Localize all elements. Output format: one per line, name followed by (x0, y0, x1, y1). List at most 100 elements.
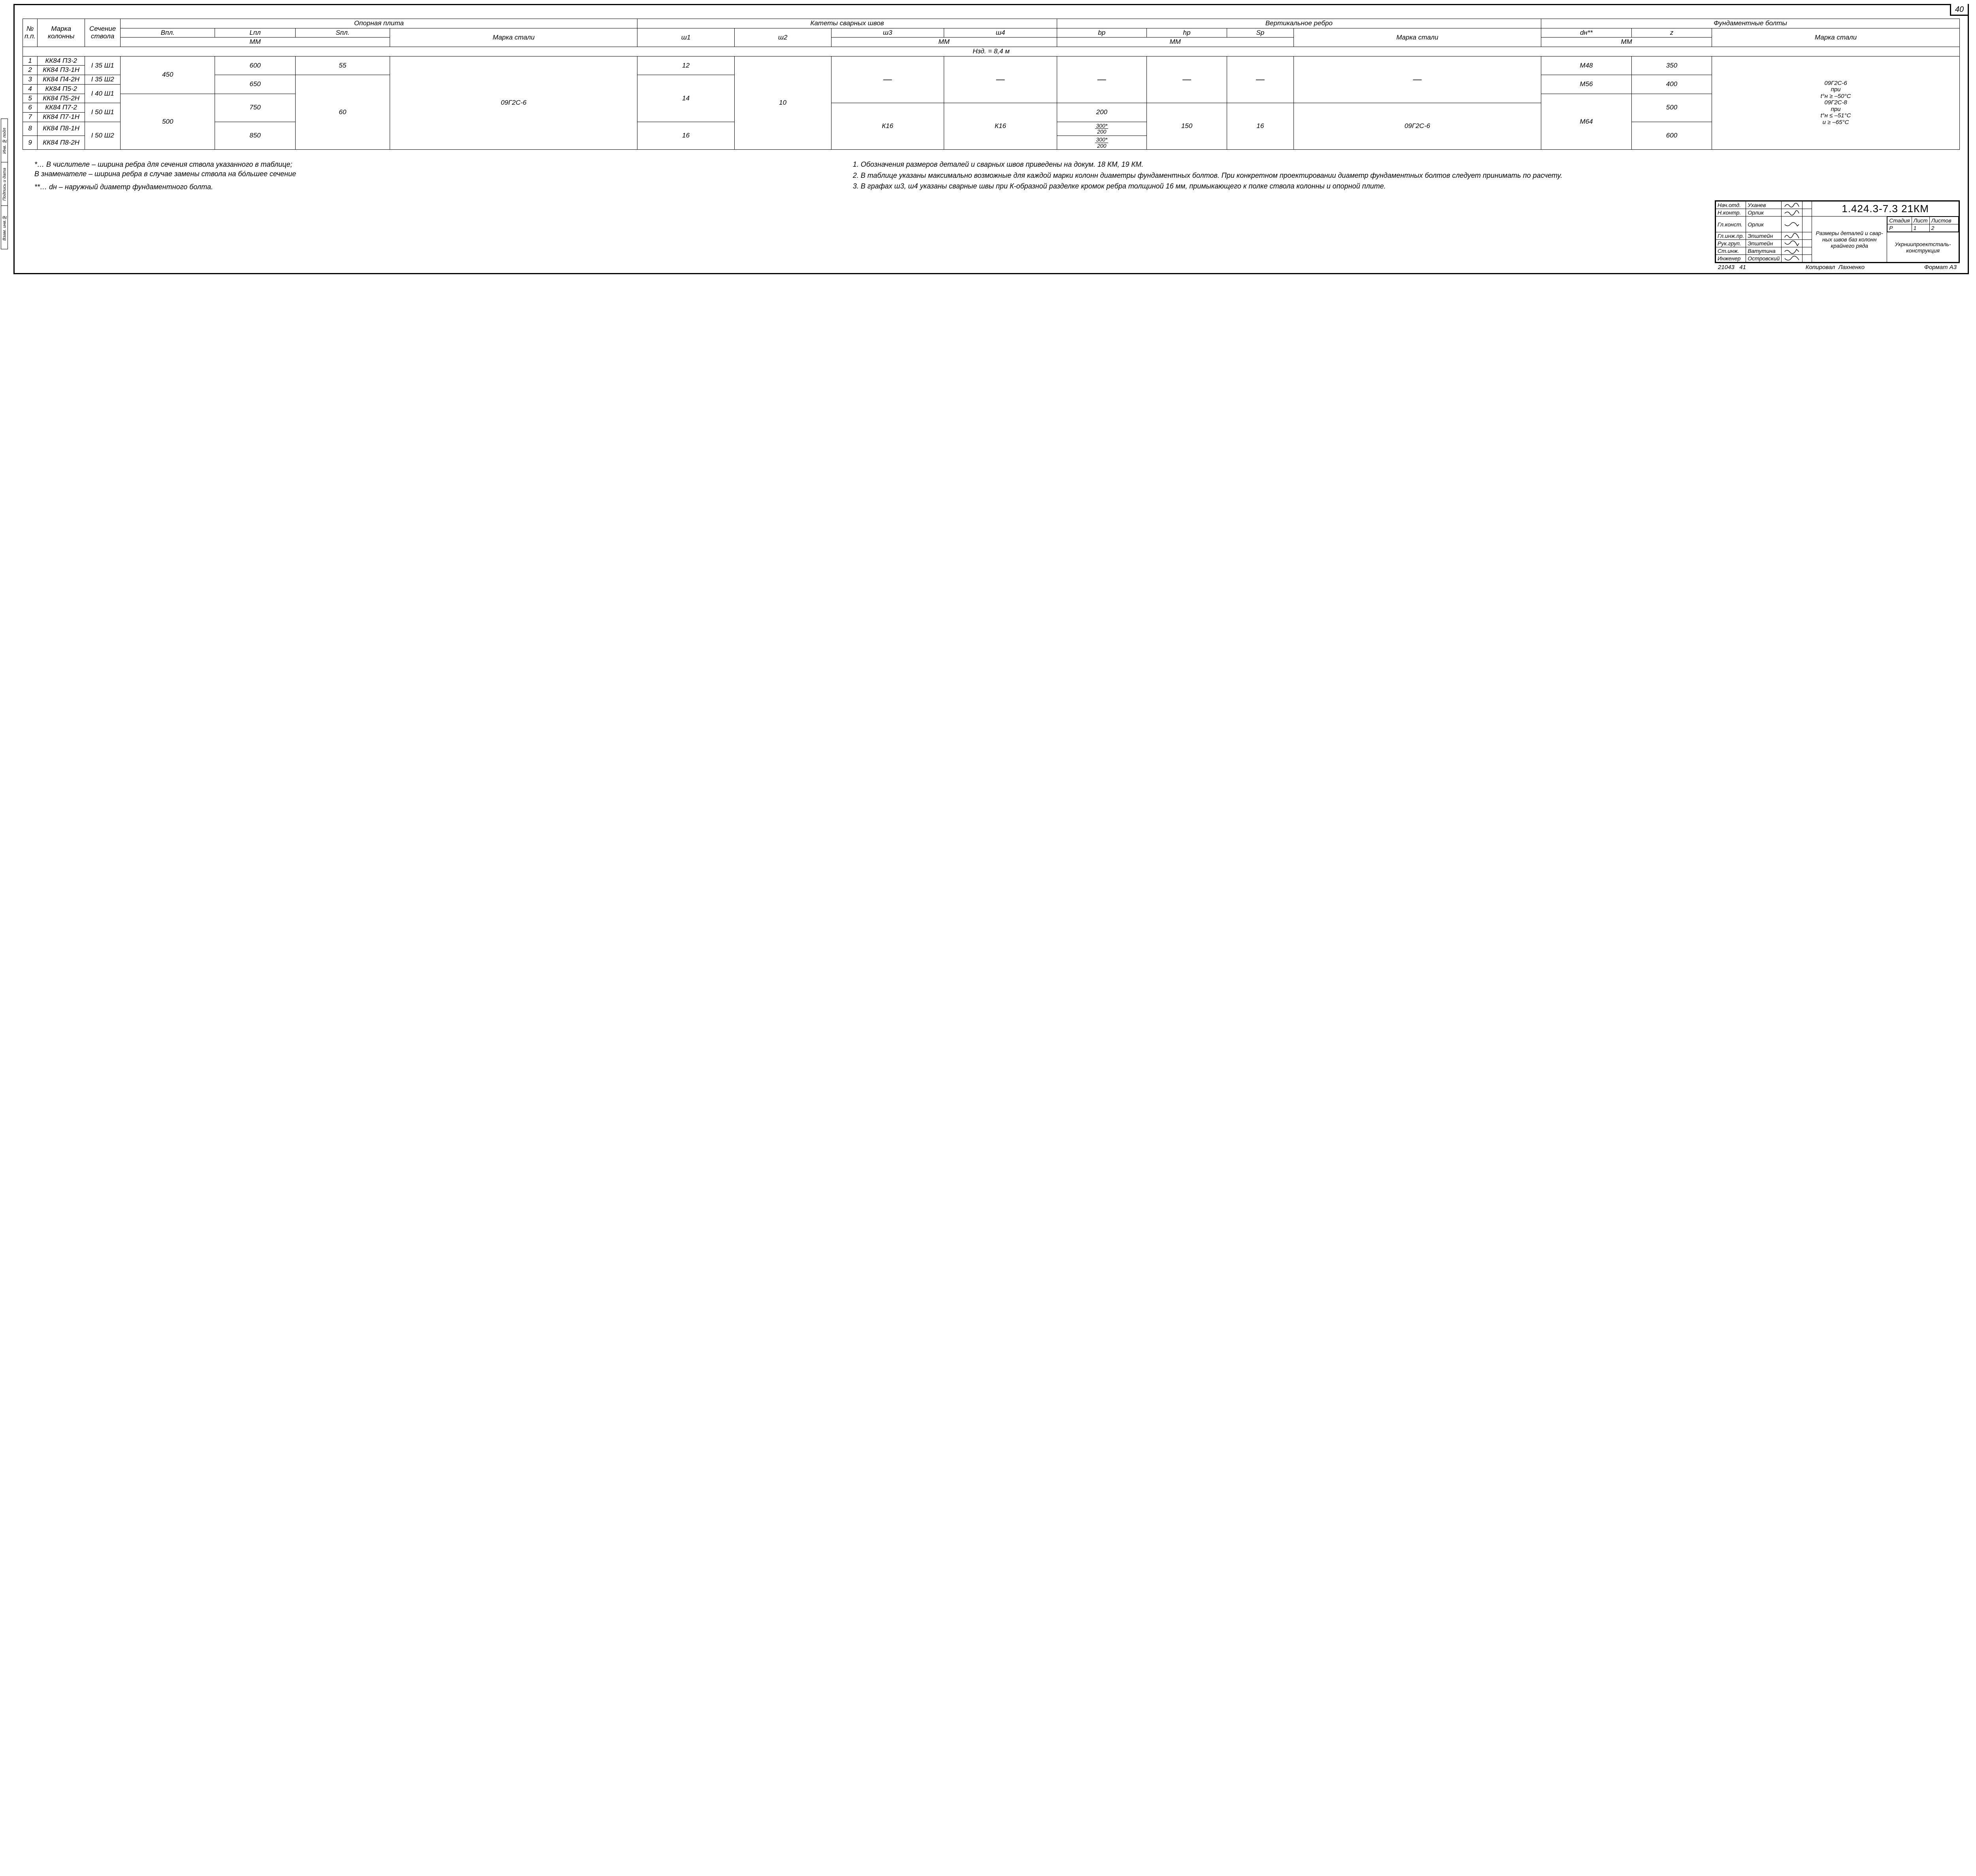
col-npp: № п.п. (23, 19, 38, 47)
tb-name: Ватутина (1746, 247, 1782, 255)
cell-dash: — (944, 56, 1057, 103)
cell-section: I 40 Ш1 (85, 84, 121, 103)
h-z: z (1631, 28, 1712, 38)
cell-dash: — (1293, 56, 1541, 103)
h-plate-steel: Марка стали (390, 28, 637, 47)
signature-icon (1782, 217, 1803, 232)
cell-dash: — (1227, 56, 1294, 103)
tb-listov: 2 (1929, 224, 1958, 232)
tb-format-lbl: Формат (1924, 264, 1948, 271)
tb-name: Орлик (1746, 209, 1782, 217)
tb-list: 1 (1912, 224, 1929, 232)
cell-Lpl: 850 (215, 122, 295, 150)
tb-arch2: 41 (1739, 264, 1746, 271)
note-item: В графах ш3, ш4 указаны сварные швы при … (861, 182, 1960, 191)
h-Lpl: Lпл (215, 28, 295, 38)
grp-plita: Опорная плита (121, 19, 637, 28)
cell-Spl: 60 (295, 75, 390, 150)
cell-Lpl: 600 (215, 56, 295, 75)
footnote-star: *… В числителе – ширина ребра для сечени… (34, 160, 836, 179)
cell-n: 9 (23, 136, 38, 149)
cell-n: 7 (23, 112, 38, 122)
cell-n: 4 (23, 84, 38, 94)
h-hp: hр (1146, 28, 1227, 38)
cell-z: 350 (1631, 56, 1712, 75)
cell-dn: М48 (1541, 56, 1632, 75)
h-mm3: ММ (1057, 38, 1293, 47)
cell-dn: М64 (1541, 94, 1632, 150)
tb-arch1: 21043 (1718, 264, 1735, 271)
tb-role: Н.контр. (1716, 209, 1746, 217)
cell-mark: КК84 П3-2 (38, 56, 85, 66)
signature-icon (1782, 255, 1803, 262)
cell-Spl: 55 (295, 56, 390, 75)
tb-org: Укрниипроектсталь- конструкция (1887, 232, 1959, 262)
cell-n: 5 (23, 94, 38, 103)
tb-date (1803, 202, 1812, 209)
cell-bp-frac: 300*200 (1057, 136, 1146, 149)
cell-rib-steel: 09Г2С-6 (1293, 103, 1541, 150)
cell-bp: 200 (1057, 103, 1146, 122)
cell-hp: 150 (1146, 103, 1227, 150)
cell-mark: КК84 П3-1Н (38, 66, 85, 75)
tb-list-h: Лист (1912, 217, 1929, 224)
signature-icon (1782, 240, 1803, 247)
tb-desc: Размеры деталей и свар- ных швов баз кол… (1812, 217, 1887, 262)
cell-sh2: 10 (734, 56, 831, 150)
tb-stadia: Р (1887, 224, 1912, 232)
tb-date (1803, 217, 1812, 232)
binding-cell: Инв. № подл (1, 119, 8, 162)
cell-sh1: 14 (637, 75, 734, 122)
page-number: 40 (1950, 4, 1969, 16)
cell-mark: КК84 П4-2Н (38, 75, 85, 85)
h-sh4: ш4 (944, 28, 1057, 38)
h-Spl: Sпл. (295, 28, 390, 38)
table-row: 1 КК84 П3-2 I 35 Ш1 450 600 55 09Г2С-6 1… (23, 56, 1960, 66)
h-sh2: ш2 (734, 28, 831, 47)
h-mm2: ММ (831, 38, 1057, 47)
tb-role: Гл.инж.пр. (1716, 232, 1746, 240)
tb-date (1803, 255, 1812, 262)
frac-top: 300* (1095, 123, 1108, 129)
h-dn: dн** (1541, 28, 1632, 38)
cell-Lpl: 650 (215, 75, 295, 94)
tb-role: Нач.отд. (1716, 202, 1746, 209)
cell-sh3: К16 (831, 103, 944, 150)
cell-sh1: 12 (637, 56, 734, 75)
grp-katety: Катеты сварных швов (637, 19, 1057, 28)
grp-bolty: Фундаментные болты (1541, 19, 1960, 28)
cell-mark: КК84 П8-1Н (38, 122, 85, 136)
tb-copied-by: Лахненко (1838, 264, 1865, 271)
signature-icon (1782, 209, 1803, 217)
drawing-sheet: 40 № п.п. Марка колонны Сечение ствола О… (13, 4, 1969, 274)
cell-n: 8 (23, 122, 38, 136)
frac-bot: 200 (1095, 143, 1108, 149)
cell-Bpl: 450 (121, 56, 215, 94)
cell-bp-frac: 300*200 (1057, 122, 1146, 136)
binding-cell: Подпись и дата (1, 162, 8, 206)
tb-date (1803, 209, 1812, 217)
frac-top: 300* (1095, 137, 1108, 143)
signature-icon (1782, 202, 1803, 209)
tb-name: Уханев (1746, 202, 1782, 209)
tb-copied-lbl: Копировал (1806, 264, 1835, 271)
tb-org-text: Укрниипроектсталь- конструкция (1895, 241, 1951, 254)
h-mm4: ММ (1541, 38, 1712, 47)
tb-name: Орлик (1746, 217, 1782, 232)
binding-strip: Инв. № подл Подпись и дата Взам. инв.№ (1, 119, 11, 249)
h-rib-steel: Марка стали (1293, 28, 1541, 47)
tb-listov-h: Листов (1929, 217, 1958, 224)
cell-Lpl: 750 (215, 94, 295, 122)
cell-mark: КК84 П8-2Н (38, 136, 85, 149)
cell-Sp: 16 (1227, 103, 1294, 150)
tb-date (1803, 240, 1812, 247)
cell-sh4: К16 (944, 103, 1057, 150)
cell-z: 500 (1631, 94, 1712, 122)
cell-n: 1 (23, 56, 38, 66)
cell-dash: — (831, 56, 944, 103)
tb-role: Инженер (1716, 255, 1746, 262)
cell-mark: КК84 П5-2 (38, 84, 85, 94)
h-Bpl: Bпл. (121, 28, 215, 38)
col-marka: Марка колонны (38, 19, 85, 47)
tb-role: Ст.инж. (1716, 247, 1746, 255)
